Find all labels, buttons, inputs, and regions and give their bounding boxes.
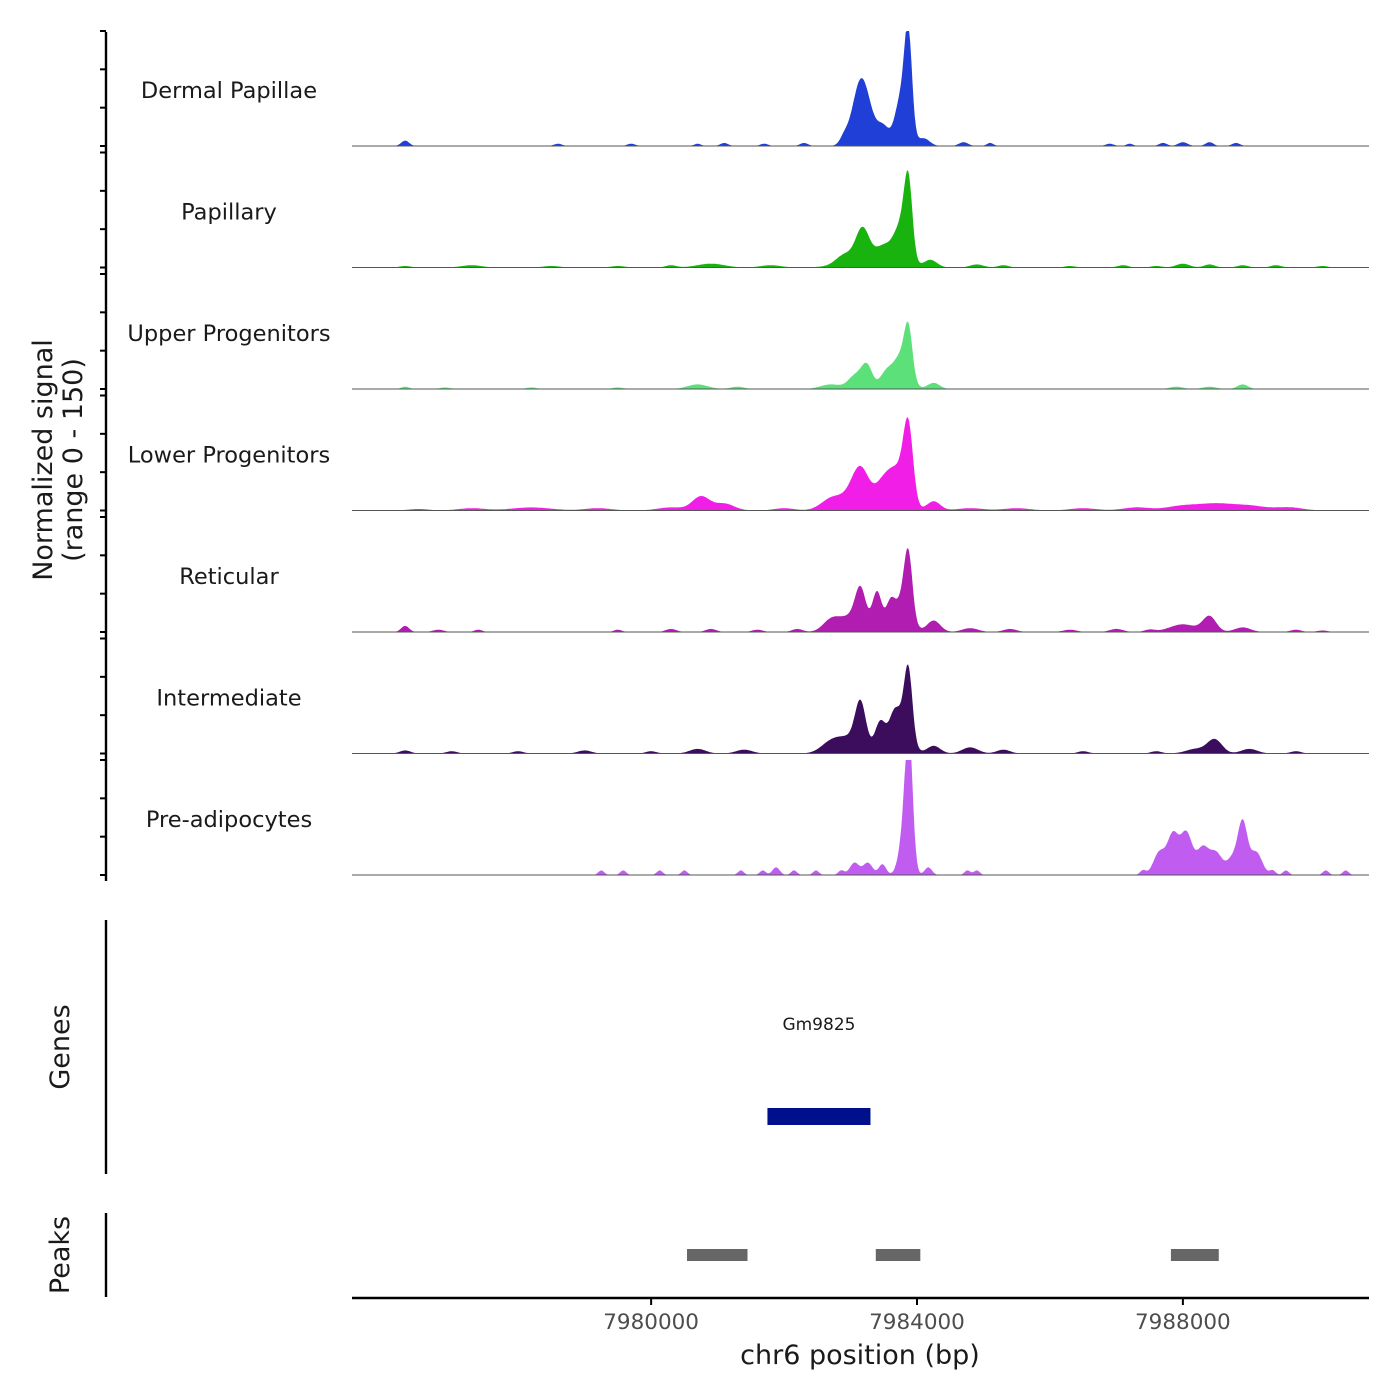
peak-region [1170,1249,1219,1261]
peak-region [687,1249,748,1261]
track-label: Pre-adipocytes [146,807,312,833]
signal-area [352,417,1369,511]
track-label: Reticular [179,564,279,590]
x-tick-label: 7988000 [1135,1310,1231,1335]
x-tick-label: 7980000 [603,1310,699,1335]
signal-area [352,31,1369,146]
peaks-panel: Peaks [45,1213,1219,1297]
track-dermal-papillae: Dermal Papillae [141,31,1369,147]
track-label: Lower Progenitors [128,443,330,469]
y-axis-subtitle: (range 0 - 150) [58,358,89,562]
x-axis-title: chr6 position (bp) [740,1340,980,1371]
signal-area [352,321,1369,389]
gene-label: Gm9825 [782,1015,855,1035]
track-lower-progenitors: Lower Progenitors [128,417,1369,511]
track-reticular: Reticular [179,547,1369,633]
genes-panel-title: Genes [45,1004,76,1089]
track-label: Intermediate [156,686,301,712]
peak-region [875,1249,921,1261]
x-axis: 7980000 7984000 7988000 chr6 position (bp) [352,1296,1369,1371]
y-axis-title: Normalized signal [28,339,59,581]
signal-area [352,170,1369,268]
peak-regions [687,1249,1219,1261]
gene-gm9825: Gm9825 [767,1015,871,1125]
track-label: Upper Progenitors [127,321,330,347]
gene-annotations: Gm9825 [767,1015,871,1125]
x-tick-label: 7984000 [869,1310,965,1335]
signal-area [352,547,1369,632]
track-label: Papillary [181,200,277,226]
signal-area [352,664,1369,754]
genes-panel: Genes Gm9825 [45,920,871,1174]
track-papillary: Papillary [181,170,1369,268]
signal-y-axis [100,30,108,881]
signal-y-axis-ticks [100,30,106,876]
x-axis-ticks: 7980000 7984000 7988000 [603,1298,1231,1335]
peaks-panel-title: Peaks [45,1216,76,1294]
track-intermediate: Intermediate [156,664,1369,754]
signal-tracks: Dermal Papillae Papillary Upper Progenitor… [127,31,1369,876]
signal-area [352,760,1369,875]
track-label: Dermal Papillae [141,78,317,104]
track-pre-adipocytes: Pre-adipocytes [146,760,1369,876]
gene-body [767,1108,871,1125]
track-upper-progenitors: Upper Progenitors [127,321,1369,390]
